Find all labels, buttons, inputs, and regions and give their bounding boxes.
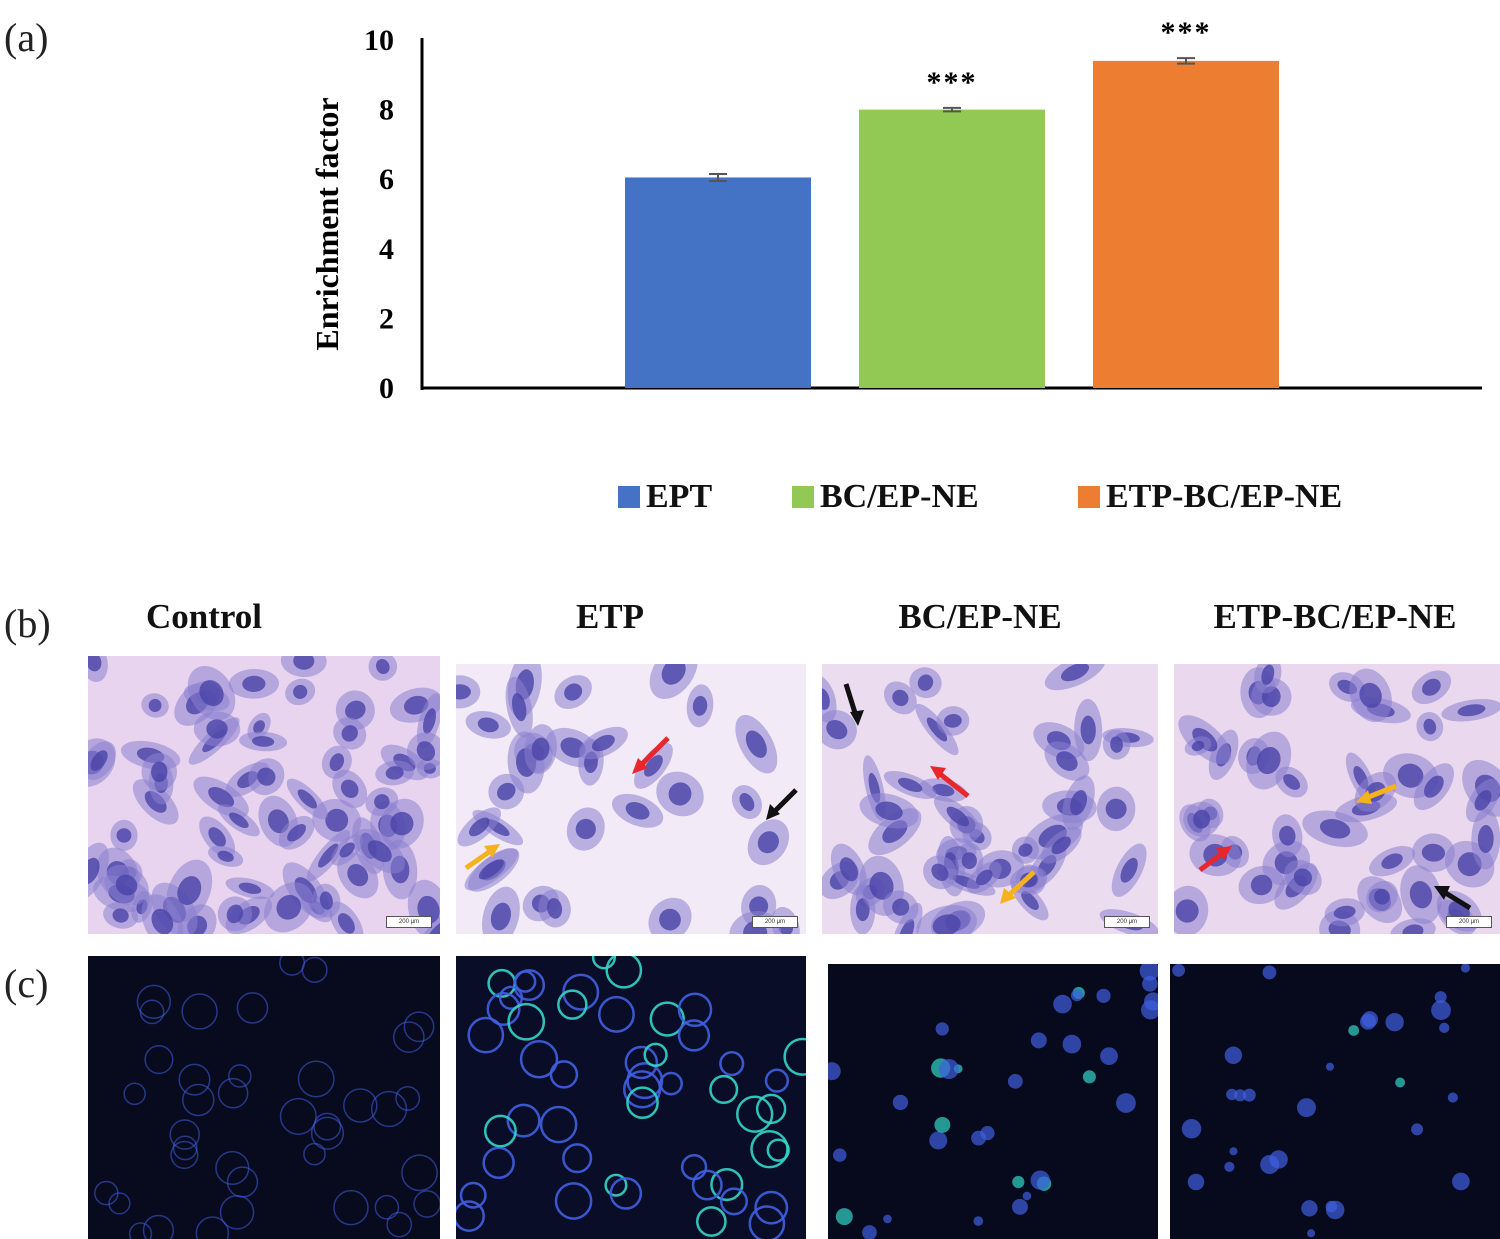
micrograph-b-bc-ep-ne: 200 μm [822,664,1158,934]
bar-1 [859,109,1045,388]
fluorescent-cells [94,956,440,1239]
legend-swatch-ept [618,486,640,508]
red-arrow-icon [930,766,970,798]
legend-item-bc-ep-ne: BC/EP-NE [792,478,979,516]
legend-swatch-bc-ep-ne [792,486,814,508]
black-arrow-icon [1434,886,1472,911]
bar-0 [625,177,811,388]
significance-label-1: *** [927,66,978,99]
panel-b-label: (b) [4,601,51,646]
column-title-etp-bc-ep-ne: ETP-BC/EP-NE [1213,597,1457,636]
chart-legend: EPT BC/EP-NE ETP-BC/EP-NE [0,478,1500,528]
y-tick-label: 0 [379,372,394,405]
fluorescent-cells [1172,964,1470,1238]
enrichment-bar-chart: 0 2 4 6 8 10 Enrichment factor *** *** [309,16,1482,405]
fluorescence-c-etp-bc-ep-ne [1170,964,1500,1239]
column-title-bc-ep-ne: BC/EP-NE [898,597,1062,636]
stained-cells [456,664,800,934]
column-title-etp: ETP [575,597,645,636]
legend-swatch-etp-bc-ep-ne [1078,486,1100,508]
y-tick-label: 10 [364,24,394,57]
yellow-arrow-icon [1000,870,1036,904]
fluorescent-cells [828,964,1158,1239]
legend-label-etp-bc-ep-ne: ETP-BC/EP-NE [1106,478,1343,515]
stained-cells [822,664,1158,934]
fluorescence-c-etp [456,956,806,1239]
column-title-control: Control [145,597,263,636]
red-arrow-icon [632,736,670,774]
micrograph-b-etp-bc-ep-ne: 200 μm [1174,664,1500,934]
panel-a-label: (a) [4,15,49,60]
micrograph-b-control: 200 μm [88,656,440,934]
stained-cells [88,656,440,934]
legend-label-bc-ep-ne: BC/EP-NE [820,478,979,515]
scale-bar: 200 μm [386,916,432,928]
bar-2 [1093,60,1279,388]
red-arrow-icon [1198,846,1232,872]
scale-bar: 200 μm [752,916,798,928]
y-tick-label: 6 [379,163,394,196]
yellow-arrow-icon [1356,783,1397,804]
y-tick-label: 2 [379,302,394,335]
legend-item-etp-bc-ep-ne: ETP-BC/EP-NE [1078,478,1342,516]
black-arrow-icon [766,788,798,820]
significance-label-2: *** [1161,16,1212,49]
legend-label-ept: EPT [646,478,713,515]
black-arrow-icon [843,683,864,726]
y-tick-label: 8 [379,94,394,127]
y-tick-label: 4 [379,233,394,266]
legend-item-ept: EPT [618,478,712,516]
yellow-arrow-icon [464,844,500,871]
fluorescence-c-bc-ep-ne [828,964,1158,1239]
micrograph-b-etp: 200 μm [456,664,806,934]
scale-bar: 200 μm [1446,916,1492,928]
fluorescence-c-control [88,956,440,1239]
y-axis-title: Enrichment factor [309,97,345,350]
scale-bar: 200 μm [1104,916,1150,928]
panel-c-label: (c) [4,961,49,1006]
fluorescent-cells [456,956,806,1239]
